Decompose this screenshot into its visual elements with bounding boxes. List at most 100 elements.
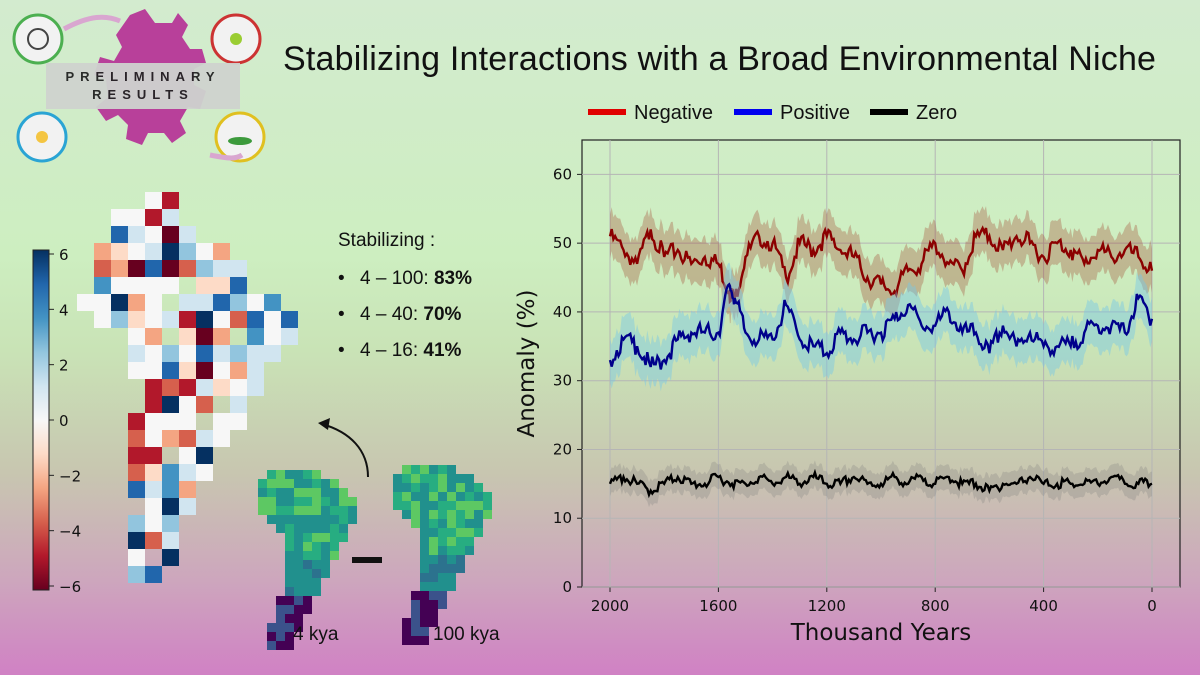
heatmap-cell xyxy=(94,294,111,311)
map-cell-100kya xyxy=(429,546,438,555)
heatmap-cell xyxy=(213,260,230,277)
map-cell-4kya xyxy=(285,551,294,560)
map-cell-100kya xyxy=(420,483,429,492)
map-cell-4kya xyxy=(285,533,294,542)
map-label-100kya: 100 kya xyxy=(433,624,500,645)
heatmap-cell xyxy=(196,260,213,277)
heatmap-cell xyxy=(264,328,281,345)
map-cell-100kya xyxy=(411,618,420,627)
map-cell-4kya xyxy=(312,551,321,560)
heatmap-cell xyxy=(179,294,196,311)
map-cell-100kya xyxy=(465,501,474,510)
heatmap-cell xyxy=(145,209,162,226)
tree-icon xyxy=(230,33,242,45)
series-line-negative xyxy=(608,225,1154,305)
map-cell-4kya xyxy=(303,560,312,569)
heatmap-cell xyxy=(145,294,162,311)
map-cell-100kya xyxy=(447,582,456,591)
map-cell-4kya xyxy=(330,542,339,551)
legend-label: Positive xyxy=(780,102,850,124)
map-cell-100kya xyxy=(420,510,429,519)
map-cell-100kya xyxy=(465,528,474,537)
heatmap-cell xyxy=(162,243,179,260)
map-cell-100kya xyxy=(429,573,438,582)
map-cell-4kya xyxy=(321,560,330,569)
map-cell-4kya xyxy=(285,569,294,578)
heatmap-cell xyxy=(179,362,196,379)
map-cell-100kya xyxy=(420,600,429,609)
heatmap-cell xyxy=(145,345,162,362)
map-cell-100kya xyxy=(429,501,438,510)
heatmap-cell xyxy=(145,481,162,498)
heatmap-cell xyxy=(230,277,247,294)
map-cell-4kya xyxy=(303,470,312,479)
heatmap-cell xyxy=(128,413,145,430)
map-cell-100kya xyxy=(483,492,492,501)
map-cell-4kya xyxy=(303,506,312,515)
map-cell-100kya xyxy=(411,636,420,645)
map-cell-100kya xyxy=(438,582,447,591)
map-cell-100kya xyxy=(465,537,474,546)
map-cell-4kya xyxy=(276,488,285,497)
arrow-head-icon xyxy=(318,418,330,430)
legend-swatch xyxy=(588,109,626,115)
map-cell-100kya xyxy=(420,528,429,537)
heatmap-cell xyxy=(196,379,213,396)
map-cell-100kya xyxy=(447,528,456,537)
map-cell-100kya xyxy=(438,564,447,573)
map-cell-4kya xyxy=(312,533,321,542)
heatmap-cell xyxy=(128,362,145,379)
y-tick-label: 30 xyxy=(553,372,572,390)
map-cell-4kya xyxy=(330,479,339,488)
map-cell-100kya xyxy=(402,501,411,510)
heatmap-cell xyxy=(145,277,162,294)
heatmap-cell xyxy=(145,379,162,396)
map-cell-100kya xyxy=(456,492,465,501)
map-cell-100kya xyxy=(447,501,456,510)
map-cell-4kya xyxy=(321,551,330,560)
heatmap-cell xyxy=(264,294,281,311)
x-tick-label: 0 xyxy=(1147,597,1157,615)
map-cell-4kya xyxy=(267,641,276,650)
map-cell-4kya xyxy=(339,515,348,524)
map-cell-100kya xyxy=(429,474,438,483)
network-icon xyxy=(27,28,49,50)
map-cell-4kya xyxy=(339,533,348,542)
map-cell-4kya xyxy=(321,515,330,524)
map-cell-4kya xyxy=(330,533,339,542)
map-cell-4kya xyxy=(294,560,303,569)
heatmap-cell xyxy=(145,311,162,328)
map-cell-4kya xyxy=(312,560,321,569)
map-cell-100kya xyxy=(474,501,483,510)
map-cell-100kya xyxy=(429,600,438,609)
map-cell-100kya xyxy=(420,564,429,573)
map-cell-100kya xyxy=(429,591,438,600)
map-cell-100kya xyxy=(447,546,456,555)
heatmap-cell xyxy=(213,413,230,430)
map-cell-100kya xyxy=(402,636,411,645)
heatmap-cell xyxy=(145,362,162,379)
preliminary-results-badge: PRELIMINARY RESULTS xyxy=(46,63,240,109)
map-cell-4kya xyxy=(267,632,276,641)
heatmap-cell xyxy=(94,311,111,328)
heatmap-cell xyxy=(111,277,128,294)
map-cell-100kya xyxy=(429,492,438,501)
map-cell-100kya xyxy=(438,528,447,537)
map-cell-4kya xyxy=(303,569,312,578)
map-cell-100kya xyxy=(429,528,438,537)
stat-range: 4 – 16: xyxy=(360,340,424,361)
map-cell-100kya xyxy=(483,501,492,510)
heatmap-cell xyxy=(213,345,230,362)
heatmap-cell xyxy=(111,294,128,311)
heatmap-cell xyxy=(94,260,111,277)
map-cell-100kya xyxy=(429,537,438,546)
map-cell-4kya xyxy=(330,551,339,560)
heatmap-cell xyxy=(230,311,247,328)
legend-swatch xyxy=(870,109,908,115)
y-tick-label: 20 xyxy=(553,440,572,458)
map-cell-4kya xyxy=(312,497,321,506)
heatmap-cell xyxy=(162,532,179,549)
map-cell-100kya xyxy=(420,492,429,501)
heatmap-cell xyxy=(128,566,145,583)
map-cell-4kya xyxy=(285,587,294,596)
